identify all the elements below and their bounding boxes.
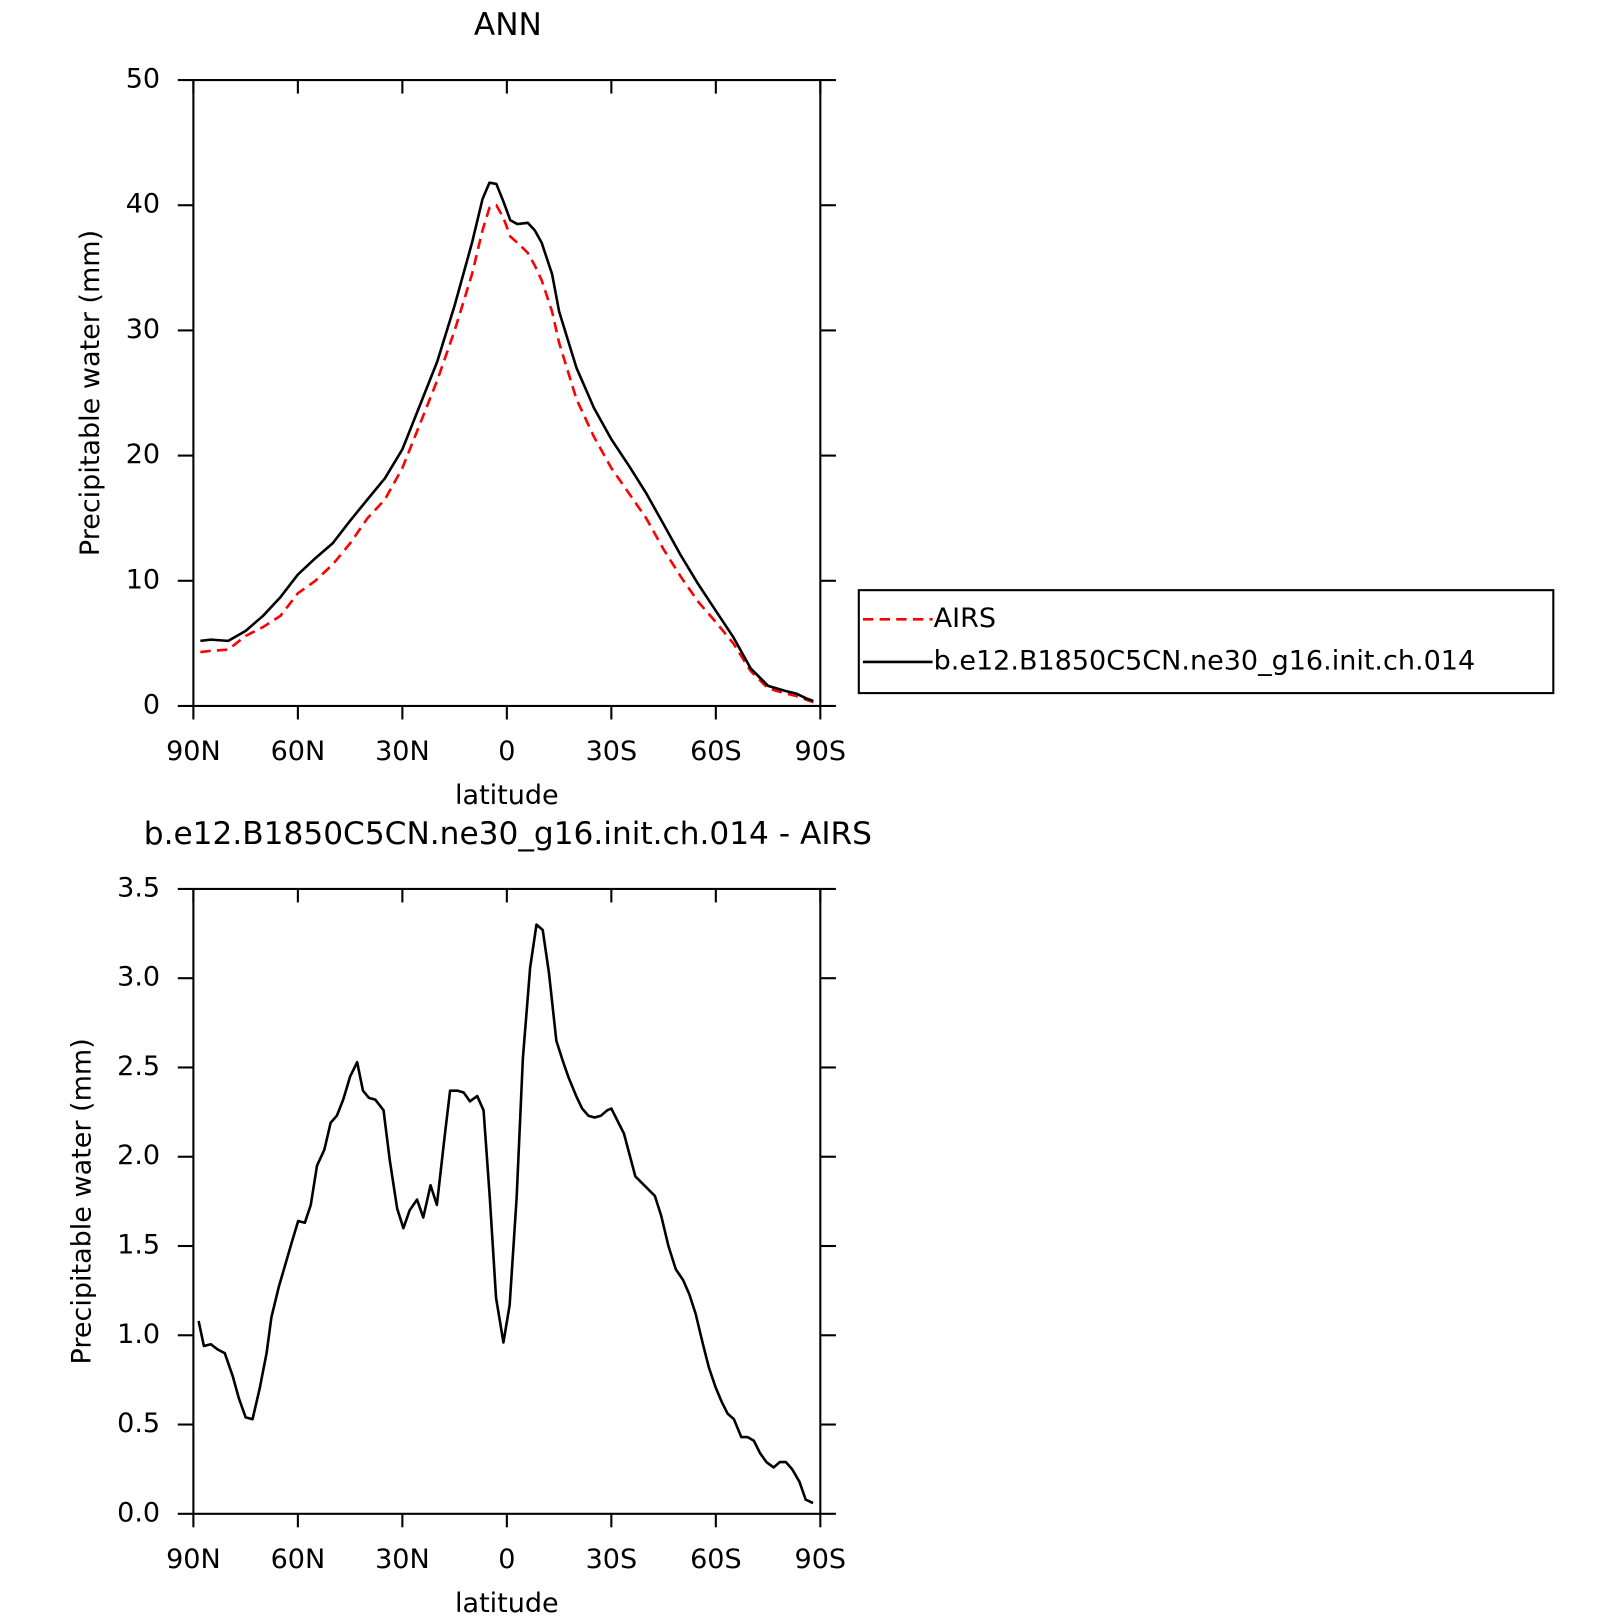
y-tick-label: 1.5 — [117, 1230, 160, 1261]
y-tick-label: 40 — [126, 189, 160, 220]
x-axis-label: latitude — [455, 1588, 559, 1619]
figure-content: ANN latitude Precipitable water (mm) 0 10 20 3… — [67, 7, 1555, 1619]
data-line — [197, 923, 814, 1505]
chart-title: ANN — [474, 7, 542, 43]
y-tick-label: 0.5 — [117, 1408, 160, 1439]
legend: AIRS b.e12.B1850C5CN.ne30_g16.init.ch.014 — [857, 589, 1555, 695]
x-tick-label: 0 — [498, 1544, 515, 1575]
x-tick-label: 30N — [375, 1544, 430, 1575]
x-tick-label: 30S — [586, 1544, 638, 1575]
y-tick-label: 0.0 — [117, 1497, 160, 1528]
y-tick-label: 50 — [126, 64, 160, 95]
legend-label: AIRS — [934, 603, 996, 634]
x-tick-label: 30S — [586, 736, 638, 767]
x-axis-label: latitude — [455, 780, 559, 811]
y-tick-label: 0 — [143, 689, 160, 720]
legend-label: b.e12.B1850C5CN.ne30_g16.init.ch.014 — [934, 645, 1475, 676]
x-tick-label: 60N — [271, 736, 326, 767]
y-tick-label: 3.0 — [117, 962, 160, 993]
legend-box — [857, 589, 1555, 695]
x-tick-label: 0 — [498, 736, 515, 767]
y-tick-label: 30 — [126, 314, 160, 345]
x-tick-label: 30N — [375, 736, 430, 767]
x-tick-label: 60S — [690, 1544, 742, 1575]
data-line — [200, 203, 814, 704]
data-line — [200, 181, 814, 703]
x-tick-label: 90N — [166, 1544, 221, 1575]
x-tick-label: 60S — [690, 736, 742, 767]
x-tick-label: 60N — [271, 1544, 326, 1575]
y-tick-label: 1.0 — [117, 1319, 160, 1350]
y-tick-label: 10 — [126, 564, 160, 595]
x-tick-label: 90S — [795, 736, 847, 767]
chart-title: b.e12.B1850C5CN.ne30_g16.init.ch.014 - A… — [144, 816, 872, 852]
y-tick-label: 3.5 — [117, 872, 160, 903]
plot-frame — [192, 79, 822, 707]
y-tick-label: 20 — [126, 439, 160, 470]
y-tick-label: 2.0 — [117, 1140, 160, 1171]
x-tick-label: 90S — [795, 1544, 847, 1575]
y-tick-label: 2.5 — [117, 1051, 160, 1082]
y-axis-label: Precipitable water (mm) — [67, 1038, 98, 1364]
x-tick-label: 90N — [166, 736, 221, 767]
plot-frame — [192, 887, 822, 1515]
y-axis-label: Precipitable water (mm) — [75, 230, 106, 556]
